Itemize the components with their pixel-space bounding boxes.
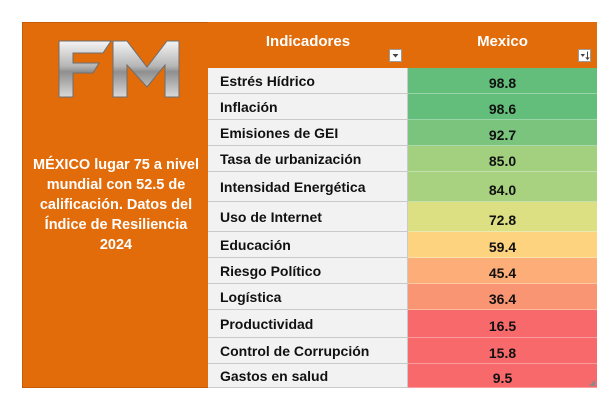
indicator-value: 36.4 — [408, 284, 597, 310]
header-mexico-label: Mexico — [477, 33, 528, 50]
indicator-name: Gastos en salud — [208, 364, 408, 388]
table-row[interactable]: Emisiones de GEI 92.7 — [208, 120, 597, 146]
indicator-value: 84.0 — [408, 172, 597, 202]
sort-descending-icon[interactable] — [578, 49, 591, 62]
header-mexico[interactable]: Mexico — [408, 22, 597, 68]
table-row[interactable]: Educación 59.4 — [208, 232, 597, 258]
table-row[interactable]: Gastos en salud 9.5 — [208, 364, 597, 388]
fm-logo — [58, 40, 180, 98]
header-indicadores-label: Indicadores — [265, 33, 351, 50]
indicator-name: Inflación — [208, 94, 408, 120]
table-row[interactable]: Intensidad Energética 84.0 — [208, 172, 597, 202]
indicator-name: Productividad — [208, 310, 408, 338]
filter-dropdown-icon[interactable] — [389, 49, 402, 62]
indicator-value: 72.8 — [408, 202, 597, 232]
indicator-value: 16.5 — [408, 310, 597, 338]
indicator-value: 85.0 — [408, 146, 597, 172]
indicator-name: Riesgo Político — [208, 258, 408, 284]
indicator-value: 98.6 — [408, 94, 597, 120]
header-indicadores[interactable]: Indicadores — [208, 22, 408, 68]
indicator-value: 15.8 — [408, 338, 597, 364]
resilience-caption: MÉXICO lugar 75 a nivel mundial con 52.5… — [33, 157, 199, 253]
indicator-value: 92.7 — [408, 120, 597, 146]
indicator-name: Uso de Internet — [208, 202, 408, 232]
table-resize-handle-icon[interactable] — [589, 380, 595, 386]
info-panel: MÉXICO lugar 75 a nivel mundial con 52.5… — [22, 22, 208, 388]
indicator-name: Emisiones de GEI — [208, 120, 408, 146]
indicator-name: Logística — [208, 284, 408, 310]
indicator-value: 45.4 — [408, 258, 597, 284]
table-row[interactable]: Inflación 98.6 — [208, 94, 597, 120]
indicator-name: Estrés Hídrico — [208, 68, 408, 94]
indicator-value: 98.8 — [408, 68, 597, 94]
table-row[interactable]: Control de Corrupción 15.8 — [208, 338, 597, 364]
indicator-name: Control de Corrupción — [208, 338, 408, 364]
table-row[interactable]: Uso de Internet 72.8 — [208, 202, 597, 232]
table-row[interactable]: Tasa de urbanización 85.0 — [208, 146, 597, 172]
table-row[interactable]: Logística 36.4 — [208, 284, 597, 310]
indicator-name: Educación — [208, 232, 408, 258]
indicator-name: Intensidad Energética — [208, 172, 408, 202]
indicators-table: Indicadores Mexico Estrés Hídrico 98.8 I… — [208, 22, 597, 388]
indicator-value: 59.4 — [408, 232, 597, 258]
table-row[interactable]: Riesgo Político 45.4 — [208, 258, 597, 284]
table-row[interactable]: Estrés Hídrico 98.8 — [208, 68, 597, 94]
indicator-value: 9.5 — [408, 364, 597, 388]
indicator-name: Tasa de urbanización — [208, 146, 408, 172]
table-row[interactable]: Productividad 16.5 — [208, 310, 597, 338]
